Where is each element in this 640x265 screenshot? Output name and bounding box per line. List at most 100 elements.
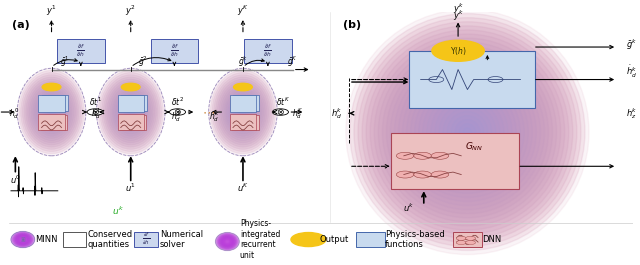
Text: $y^2$: $y^2$ [125,4,136,18]
Text: $\otimes$: $\otimes$ [91,107,100,117]
Text: $y^1$: $y^1$ [46,4,57,18]
Ellipse shape [241,110,244,114]
Circle shape [122,83,140,91]
FancyBboxPatch shape [38,114,65,130]
Ellipse shape [394,59,540,206]
Circle shape [465,236,476,240]
Text: $h_d^1$: $h_d^1$ [92,106,102,121]
Circle shape [291,233,326,246]
Circle shape [456,241,466,245]
Circle shape [170,109,186,115]
Ellipse shape [223,238,232,245]
FancyBboxPatch shape [134,232,158,247]
Ellipse shape [214,75,272,149]
Ellipse shape [234,101,252,123]
Ellipse shape [118,97,143,127]
Ellipse shape [236,103,250,121]
Text: MINN: MINN [35,235,58,244]
Ellipse shape [113,90,148,134]
Ellipse shape [346,10,589,255]
Ellipse shape [354,18,581,246]
Ellipse shape [115,92,146,132]
Ellipse shape [117,95,145,130]
FancyBboxPatch shape [356,232,385,247]
FancyBboxPatch shape [244,39,292,63]
Text: $\dot{h}_d^k$: $\dot{h}_d^k$ [627,64,637,80]
Text: $h_d^2$: $h_d^2$ [171,110,182,125]
Circle shape [42,83,61,91]
Ellipse shape [225,240,230,243]
FancyBboxPatch shape [120,114,147,130]
Ellipse shape [223,238,231,245]
FancyBboxPatch shape [410,51,535,108]
Ellipse shape [45,103,58,121]
Text: $y^k$: $y^k$ [452,8,463,23]
Ellipse shape [221,237,234,246]
Ellipse shape [439,103,496,161]
FancyBboxPatch shape [121,95,147,111]
Circle shape [432,40,484,61]
Text: (a): (a) [12,20,30,29]
Circle shape [465,241,476,245]
Ellipse shape [105,79,156,145]
Ellipse shape [221,83,265,140]
Ellipse shape [20,237,26,242]
Ellipse shape [222,237,233,246]
Ellipse shape [219,81,267,143]
Ellipse shape [443,108,492,157]
Ellipse shape [378,42,557,222]
Ellipse shape [100,73,161,151]
Circle shape [431,152,449,159]
Ellipse shape [362,26,573,238]
Ellipse shape [217,234,237,249]
Ellipse shape [35,90,68,134]
Ellipse shape [212,73,274,151]
Ellipse shape [46,105,57,119]
Text: $\delta t^1$: $\delta t^1$ [88,96,102,108]
Ellipse shape [216,233,239,250]
Text: DNN: DNN [482,235,501,244]
Ellipse shape [48,108,55,116]
Text: $G_{NN}$: $G_{NN}$ [465,141,483,153]
Circle shape [456,236,466,240]
Ellipse shape [224,239,230,244]
Text: $h_d^0$: $h_d^0$ [9,106,19,121]
Ellipse shape [350,14,585,250]
Ellipse shape [419,83,516,181]
FancyBboxPatch shape [230,95,256,112]
Text: $\bar{g}^k$: $\bar{g}^k$ [238,55,248,69]
Ellipse shape [226,240,229,243]
Circle shape [414,152,431,159]
Ellipse shape [211,70,276,154]
Ellipse shape [399,63,536,201]
Ellipse shape [33,88,70,136]
Ellipse shape [460,124,476,140]
Ellipse shape [17,235,29,244]
FancyBboxPatch shape [63,232,86,247]
Ellipse shape [358,22,577,242]
Text: (b): (b) [343,20,361,29]
Circle shape [396,152,414,159]
Ellipse shape [28,81,76,143]
Text: $\bar{g}^1$: $\bar{g}^1$ [60,55,70,69]
Ellipse shape [41,99,62,125]
Ellipse shape [231,97,255,127]
Ellipse shape [18,236,28,243]
Text: $\delta t^K$: $\delta t^K$ [276,96,291,108]
Ellipse shape [125,105,136,119]
Ellipse shape [423,87,512,177]
Ellipse shape [370,34,564,230]
Ellipse shape [107,81,155,143]
Ellipse shape [11,231,35,248]
Text: $u^K$: $u^K$ [237,182,249,195]
Ellipse shape [120,99,141,125]
Ellipse shape [43,101,60,123]
Ellipse shape [374,38,561,226]
Text: $\bar{g}^K$: $\bar{g}^K$ [287,55,298,69]
Text: $u^0$: $u^0$ [10,173,21,186]
Ellipse shape [112,88,150,136]
FancyBboxPatch shape [41,114,67,130]
Ellipse shape [36,92,67,132]
Ellipse shape [390,54,545,210]
Text: $\otimes$: $\otimes$ [173,107,182,117]
